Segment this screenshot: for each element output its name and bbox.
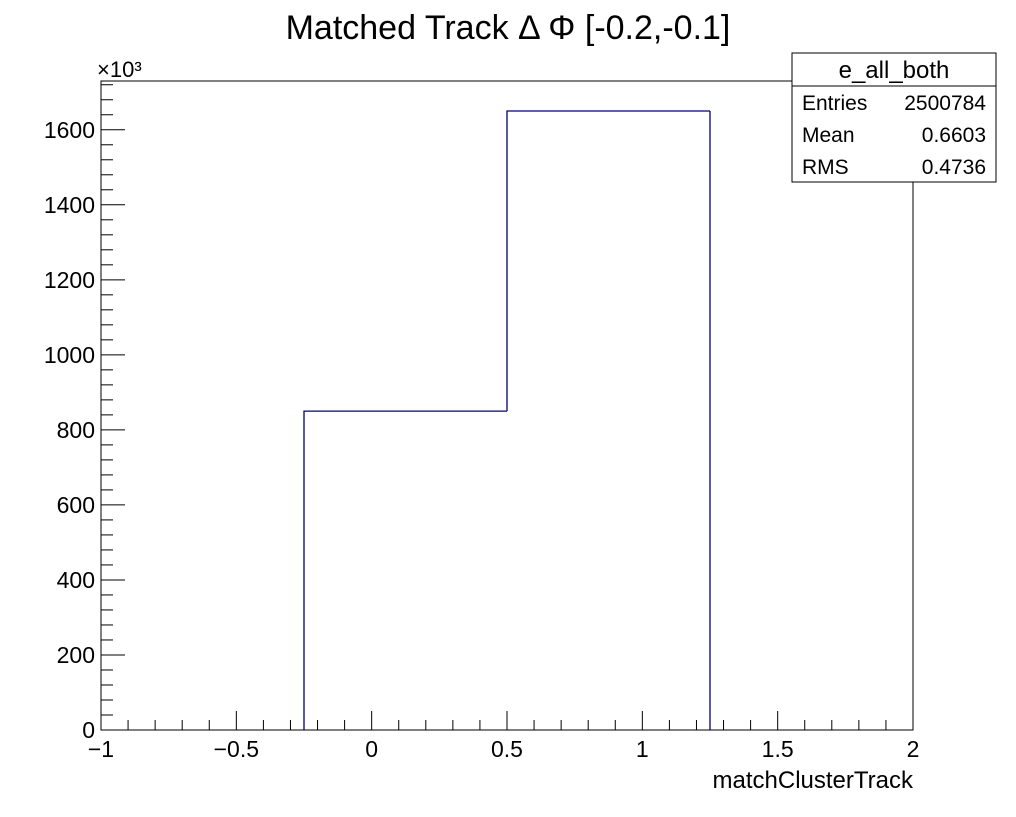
x-tick-label: 1 [636, 736, 649, 762]
y-tick-label: 1600 [44, 117, 95, 143]
y-tick-label: 800 [57, 417, 95, 443]
x-tick-label: 1.5 [762, 736, 794, 762]
x-tick-label: −0.5 [214, 736, 259, 762]
y-tick-label: 600 [57, 492, 95, 518]
x-tick-label: 0 [365, 736, 378, 762]
histogram-bin-2 [506, 110, 710, 412]
x-tick-label: 2 [907, 736, 920, 762]
stats-mean-label: Mean [802, 124, 855, 147]
histogram-bins [303, 110, 711, 730]
stats-box: e_all_both Entries 2500784 Mean 0.6603 R… [791, 52, 997, 183]
y-tick-label: 200 [57, 642, 95, 668]
stats-entries-value: 2500784 [904, 92, 986, 115]
y-axis-multiplier: ×10³ [97, 57, 142, 82]
stats-box-title: e_all_both [839, 57, 950, 84]
chart-title: Matched Track Δ Φ [-0.2,-0.1] [286, 9, 731, 47]
y-tick-label: 1400 [44, 192, 95, 218]
stats-rms-value: 0.4736 [922, 156, 986, 179]
y-axis-ticks: 0 200 400 600 800 1000 1200 1400 1600 [44, 84, 125, 743]
y-tick-label: 1200 [44, 267, 95, 293]
x-tick-label: 0.5 [491, 736, 523, 762]
stats-entries-label: Entries [802, 92, 867, 115]
histogram-bin-1 [303, 410, 507, 730]
stats-rms-label: RMS [802, 156, 849, 179]
x-axis-ticks: −1 −0.5 0 0.5 1 1.5 2 [88, 711, 920, 762]
y-tick-label: 0 [82, 717, 95, 743]
x-axis-label: matchClusterTrack [713, 767, 914, 794]
stats-box-frame [791, 52, 997, 183]
y-tick-label: 1000 [44, 342, 95, 368]
x-tick-label: −1 [88, 736, 114, 762]
stats-mean-value: 0.6603 [922, 124, 986, 147]
y-tick-label: 400 [57, 567, 95, 593]
